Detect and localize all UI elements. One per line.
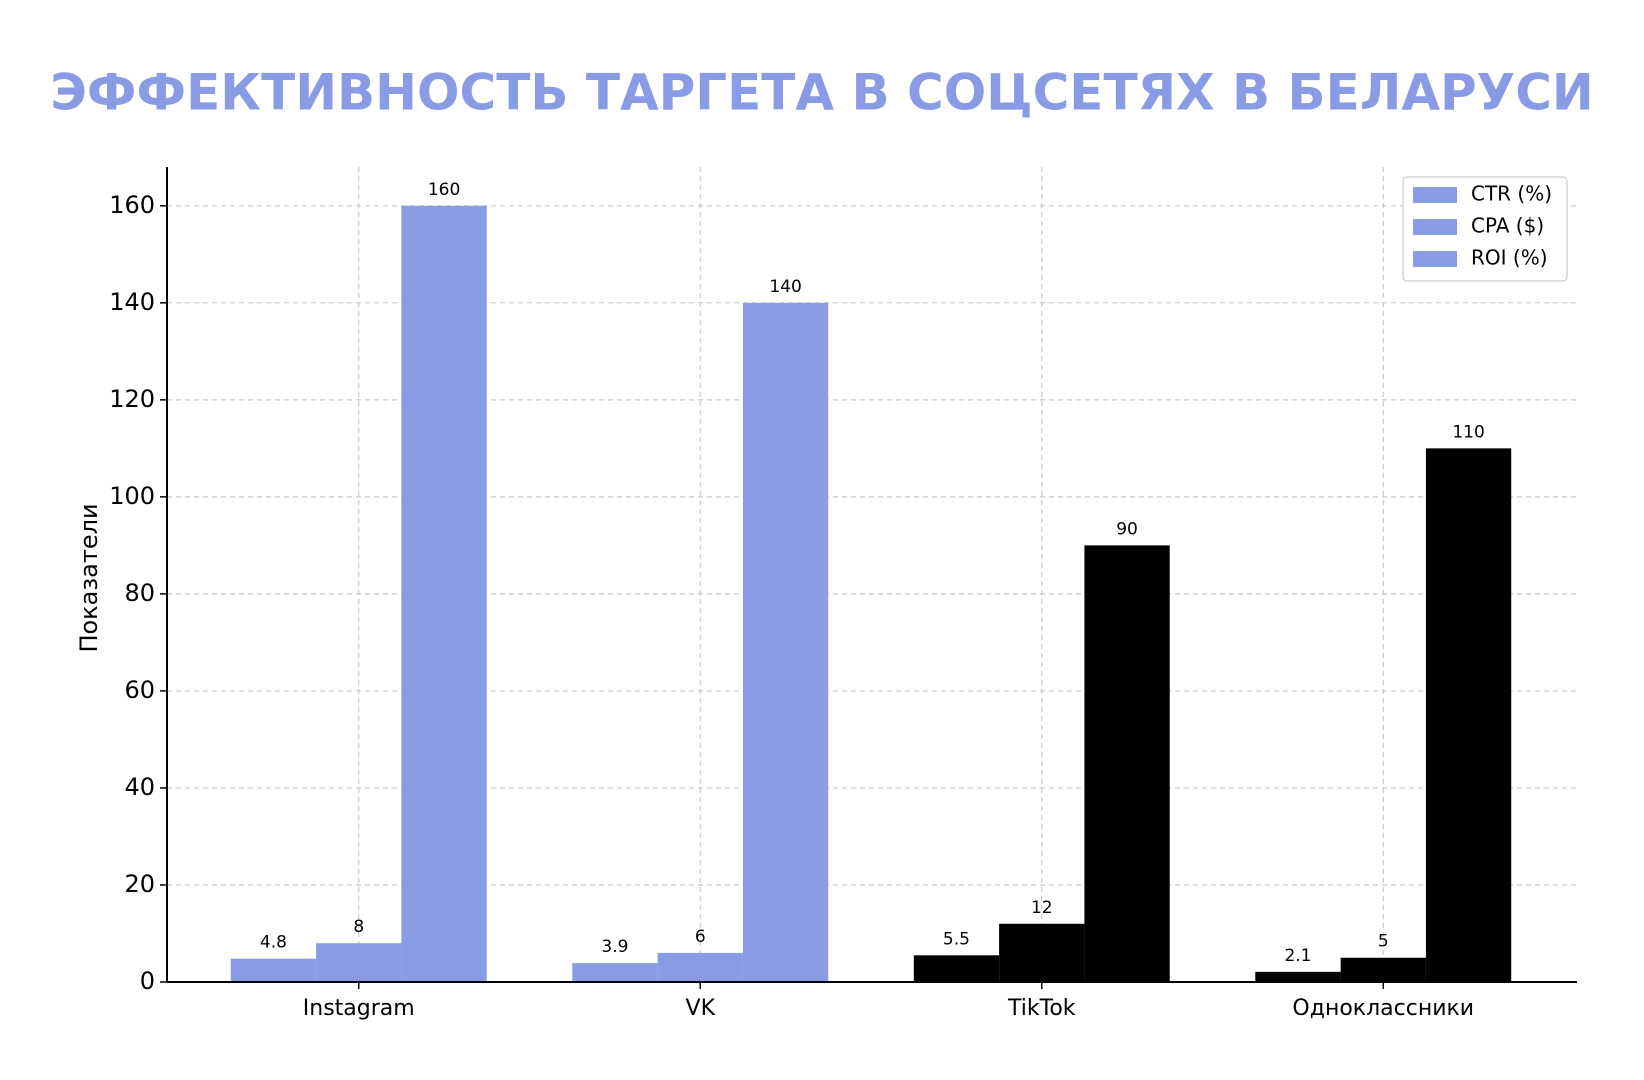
bar bbox=[999, 923, 1085, 982]
bar bbox=[316, 943, 402, 982]
value-label: 3.9 bbox=[601, 937, 628, 957]
value-label: 12 bbox=[1031, 898, 1053, 918]
bar bbox=[1425, 448, 1512, 983]
value-label: 8 bbox=[353, 917, 364, 937]
y-tick-label: 80 bbox=[124, 579, 155, 607]
y-tick-label: 160 bbox=[109, 191, 155, 219]
x-tick-label: TikTok bbox=[1007, 996, 1076, 1021]
bar bbox=[1340, 957, 1426, 982]
value-label: 110 bbox=[1452, 422, 1484, 442]
value-label: 5 bbox=[1378, 932, 1389, 952]
legend-swatch bbox=[1413, 251, 1457, 267]
bar bbox=[657, 952, 743, 982]
legend-label: CTR (%) bbox=[1471, 182, 1552, 206]
y-tick-label: 0 bbox=[140, 967, 155, 995]
bar bbox=[742, 302, 829, 982]
legend-swatch bbox=[1413, 187, 1457, 203]
y-tick-label: 120 bbox=[109, 385, 155, 413]
chart-title: ЭФФЕКТИВНОСТЬ ТАРГЕТА В СОЦСЕТЯХ В БЕЛАР… bbox=[50, 64, 1594, 122]
value-label: 2.1 bbox=[1284, 946, 1311, 966]
value-label: 140 bbox=[769, 277, 801, 297]
x-tick-label: Instagram bbox=[303, 996, 415, 1021]
x-tick-label: Одноклассники bbox=[1292, 996, 1474, 1021]
y-tick-label: 40 bbox=[124, 773, 155, 801]
legend-label: CPA ($) bbox=[1471, 214, 1544, 238]
value-label: 90 bbox=[1116, 519, 1138, 539]
bar bbox=[913, 955, 1000, 982]
value-label: 6 bbox=[695, 927, 706, 947]
bar bbox=[1255, 971, 1341, 982]
y-tick-label: 100 bbox=[109, 482, 155, 510]
value-label: 160 bbox=[428, 180, 460, 200]
y-tick-label: 20 bbox=[124, 870, 155, 898]
y-tick-label: 140 bbox=[109, 288, 155, 316]
y-tick-label: 60 bbox=[124, 676, 155, 704]
bar bbox=[401, 205, 487, 983]
value-label: 5.5 bbox=[943, 929, 970, 949]
x-tick-label: VK bbox=[686, 996, 716, 1021]
y-axis-label: Показатели bbox=[75, 503, 103, 652]
legend-label: ROI (%) bbox=[1471, 246, 1548, 270]
bar bbox=[572, 963, 658, 982]
bar bbox=[1084, 545, 1170, 982]
value-label: 4.8 bbox=[260, 933, 287, 953]
bar bbox=[230, 958, 317, 982]
legend-swatch bbox=[1413, 219, 1457, 235]
